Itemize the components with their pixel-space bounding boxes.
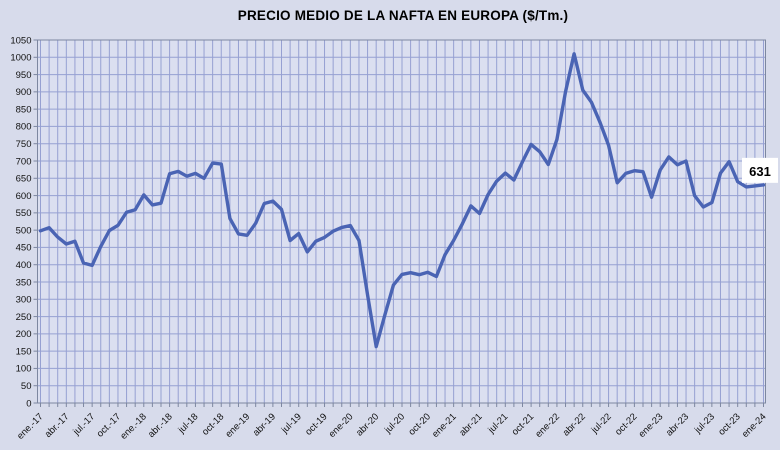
x-axis-label: jul-23	[692, 411, 717, 436]
x-axis-label: ene-21	[430, 411, 459, 440]
y-axis-label: 300	[16, 295, 32, 306]
x-axis-label: oct-18	[200, 411, 226, 437]
y-axis-label: 400	[16, 260, 32, 271]
end-label-box	[742, 157, 778, 183]
x-axis-label: ene-22	[533, 411, 562, 440]
x-axis-label: ene.-17	[15, 411, 46, 442]
x-axis-label: abr.-18	[146, 411, 175, 440]
x-axis-label: jul-22	[589, 411, 614, 436]
y-axis-label: 200	[16, 329, 32, 340]
x-axis-label: abr-19	[251, 411, 278, 438]
x-axis-label: jul-21	[485, 411, 510, 436]
x-axis-label: ene-23	[637, 411, 666, 440]
y-axis-label: 250	[16, 312, 32, 323]
x-axis-label: oct-23	[716, 411, 742, 437]
x-axis-label: jul.-17	[70, 411, 97, 438]
chart-title: PRECIO MEDIO DE LA NAFTA EN EUROPA ($/Tm…	[237, 8, 569, 23]
x-axis-label: oct-22	[613, 411, 639, 437]
y-axis-label: 900	[16, 87, 32, 98]
x-axis-label: oct-19	[303, 411, 329, 437]
end-value-label: 631	[749, 164, 771, 179]
y-axis-label: 750	[16, 139, 32, 150]
x-axis-label: jul-18	[176, 411, 201, 436]
x-axis-label: ene.-18	[118, 411, 149, 442]
y-axis-label: 1000	[10, 53, 31, 64]
x-axis-label: oct-21	[510, 411, 536, 437]
y-axis-label: 450	[16, 243, 32, 254]
y-axis-label: 700	[16, 156, 32, 167]
x-axis-label: abr-21	[457, 411, 484, 438]
x-axis-label: abr-22	[561, 411, 588, 438]
y-axis-label: 50	[21, 381, 32, 392]
price-line	[38, 52, 766, 349]
x-axis-label: ene-24	[740, 411, 769, 440]
y-axis-label: 800	[16, 122, 32, 133]
y-axis-label: 550	[16, 208, 32, 219]
y-axis-label: 100	[16, 364, 32, 375]
y-axis-label: 650	[16, 174, 32, 185]
y-axis-label: 850	[16, 104, 32, 115]
y-axis-label: 0	[26, 398, 31, 409]
x-axis-label: ene-19	[223, 411, 252, 440]
y-axis-label: 600	[16, 191, 32, 202]
x-axis-label: abr-20	[354, 411, 381, 438]
x-axis-label: jul-19	[279, 411, 304, 436]
x-axis-label: abr-23	[664, 411, 691, 438]
y-axis-label: 150	[16, 346, 32, 357]
x-axis-label: jul-20	[382, 411, 407, 436]
y-axis-label: 350	[16, 277, 32, 288]
y-axis-label: 1050	[10, 35, 31, 46]
x-axis-label: abr.-17	[43, 411, 72, 440]
x-axis-label: ene-20	[327, 411, 356, 440]
y-axis-label: 500	[16, 225, 32, 236]
x-axis-label: oct-20	[406, 411, 432, 437]
y-axis-label: 950	[16, 70, 32, 81]
